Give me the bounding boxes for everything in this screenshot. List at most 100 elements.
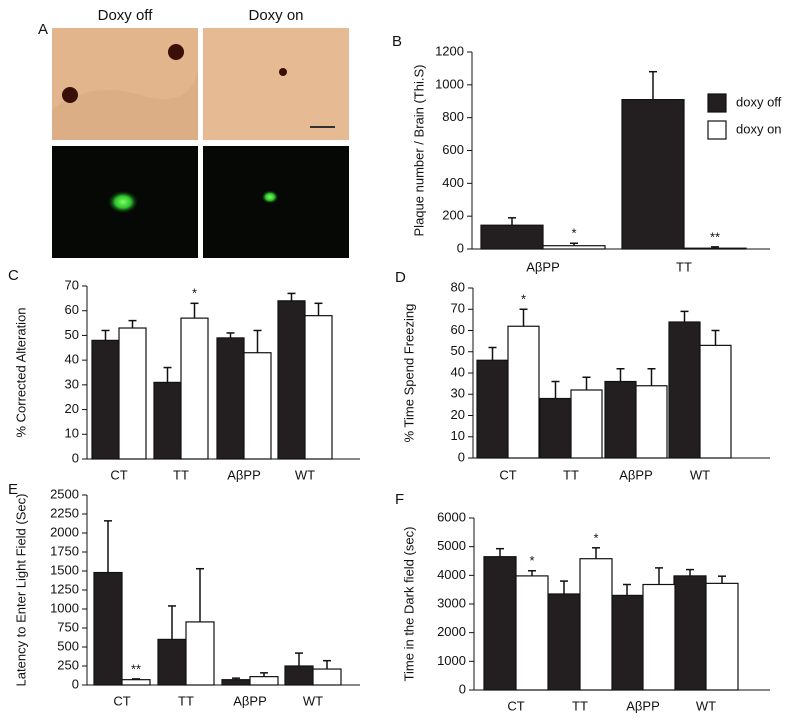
y-tick-label: 60 [65,302,79,317]
panel-letter: A [38,21,48,38]
y-tick-label: 0 [459,681,466,696]
bar [243,352,272,460]
bar [673,575,707,691]
bar [642,583,676,691]
plaque [62,87,78,103]
y-tick-label: 250 [57,657,79,672]
x-tick-label: TT [173,467,189,482]
plaque [168,44,184,60]
bar [480,224,544,250]
bar [507,325,540,459]
significance: * [571,226,576,241]
x-tick-label: WT [690,467,710,482]
x-tick-label: WT [696,698,716,713]
y-tick-label: 70 [451,301,465,316]
y-axis-label: Time in the Dark field (sec) [401,527,416,682]
y-tick-label: 4000 [437,567,466,582]
micrograph [203,28,349,140]
y-tick-label: 2000 [437,624,466,639]
y-tick-label: 2500 [50,486,79,501]
bar [185,621,215,686]
x-tick-label: TT [178,693,194,708]
y-tick-label: 600 [442,142,464,157]
panel-letter: D [395,269,406,286]
y-tick-label: 1000 [435,76,464,91]
y-tick-label: 20 [65,401,79,416]
y-tick-label: 10 [451,428,465,443]
significance: * [529,553,534,568]
y-tick-label: 1250 [50,581,79,596]
bar [304,315,333,460]
bar [312,668,342,686]
y-tick-label: 400 [442,175,464,190]
y-tick-label: 6000 [437,509,466,524]
legend-swatch [707,120,727,140]
y-tick-label: 3000 [437,595,466,610]
panel-letter: E [8,481,18,498]
bar [610,594,644,691]
bar [539,397,572,459]
x-tick-label: WT [303,693,323,708]
y-tick-label: 10 [65,426,79,441]
y-tick-label: 800 [442,109,464,124]
x-tick-label: WT [295,467,315,482]
fluorescence [107,190,139,214]
bar [153,381,182,460]
y-tick-label: 1000 [50,600,79,615]
y-tick-label: 5000 [437,538,466,553]
bar [91,339,120,460]
y-axis-label: % Time Spend Freezing [401,304,416,443]
y-tick-label: 60 [451,322,465,337]
bar [683,247,747,250]
panel-a: A Doxy off Doxy on [38,7,349,258]
significance: ** [710,229,720,244]
y-tick-label: 750 [57,619,79,634]
x-tick-label: TT [572,698,588,713]
bar [579,558,613,691]
y-tick-label: 0 [457,240,464,255]
tissue-shade [52,70,198,140]
legend-label: doxy on [736,121,782,136]
bar [216,337,245,460]
bar [93,571,123,686]
y-tick-label: 50 [65,327,79,342]
y-tick-label: 40 [65,352,79,367]
y-tick-label: 80 [451,279,465,294]
plaque [279,68,287,76]
x-tick-label: AβPP [626,698,660,713]
bar [570,389,603,459]
bar [635,385,668,459]
x-tick-label: AβPP [526,259,560,274]
fluorescence [261,190,279,204]
y-tick-label: 50 [451,343,465,358]
significance: * [192,286,197,301]
y-tick-label: 30 [65,376,79,391]
x-tick-label: TT [676,259,692,274]
y-tick-label: 2250 [50,505,79,520]
bar [249,676,279,686]
y-tick-label: 500 [57,638,79,653]
panel-letter: B [392,33,402,50]
y-tick-label: 0 [72,450,79,465]
y-tick-label: 20 [451,407,465,422]
y-axis-label: Plaque number / Brain (Thi.S) [411,65,426,237]
column-title: Doxy on [248,7,303,24]
y-tick-label: 1200 [435,43,464,58]
bar [180,317,209,460]
y-tick-label: 40 [451,364,465,379]
column-title: Doxy off [98,7,154,24]
x-tick-label: CT [110,467,127,482]
y-tick-label: 1500 [50,562,79,577]
bar [118,327,147,460]
x-tick-label: AβPP [227,467,261,482]
bar [284,665,314,686]
y-axis-label: % Corrected Alteration [13,307,28,437]
y-tick-label: 70 [65,277,79,292]
panel-letter: F [395,491,404,508]
x-tick-label: CT [113,693,130,708]
bar [604,380,637,459]
bar [515,575,549,691]
y-tick-label: 1750 [50,543,79,558]
bar [542,245,606,250]
bar [121,679,151,686]
